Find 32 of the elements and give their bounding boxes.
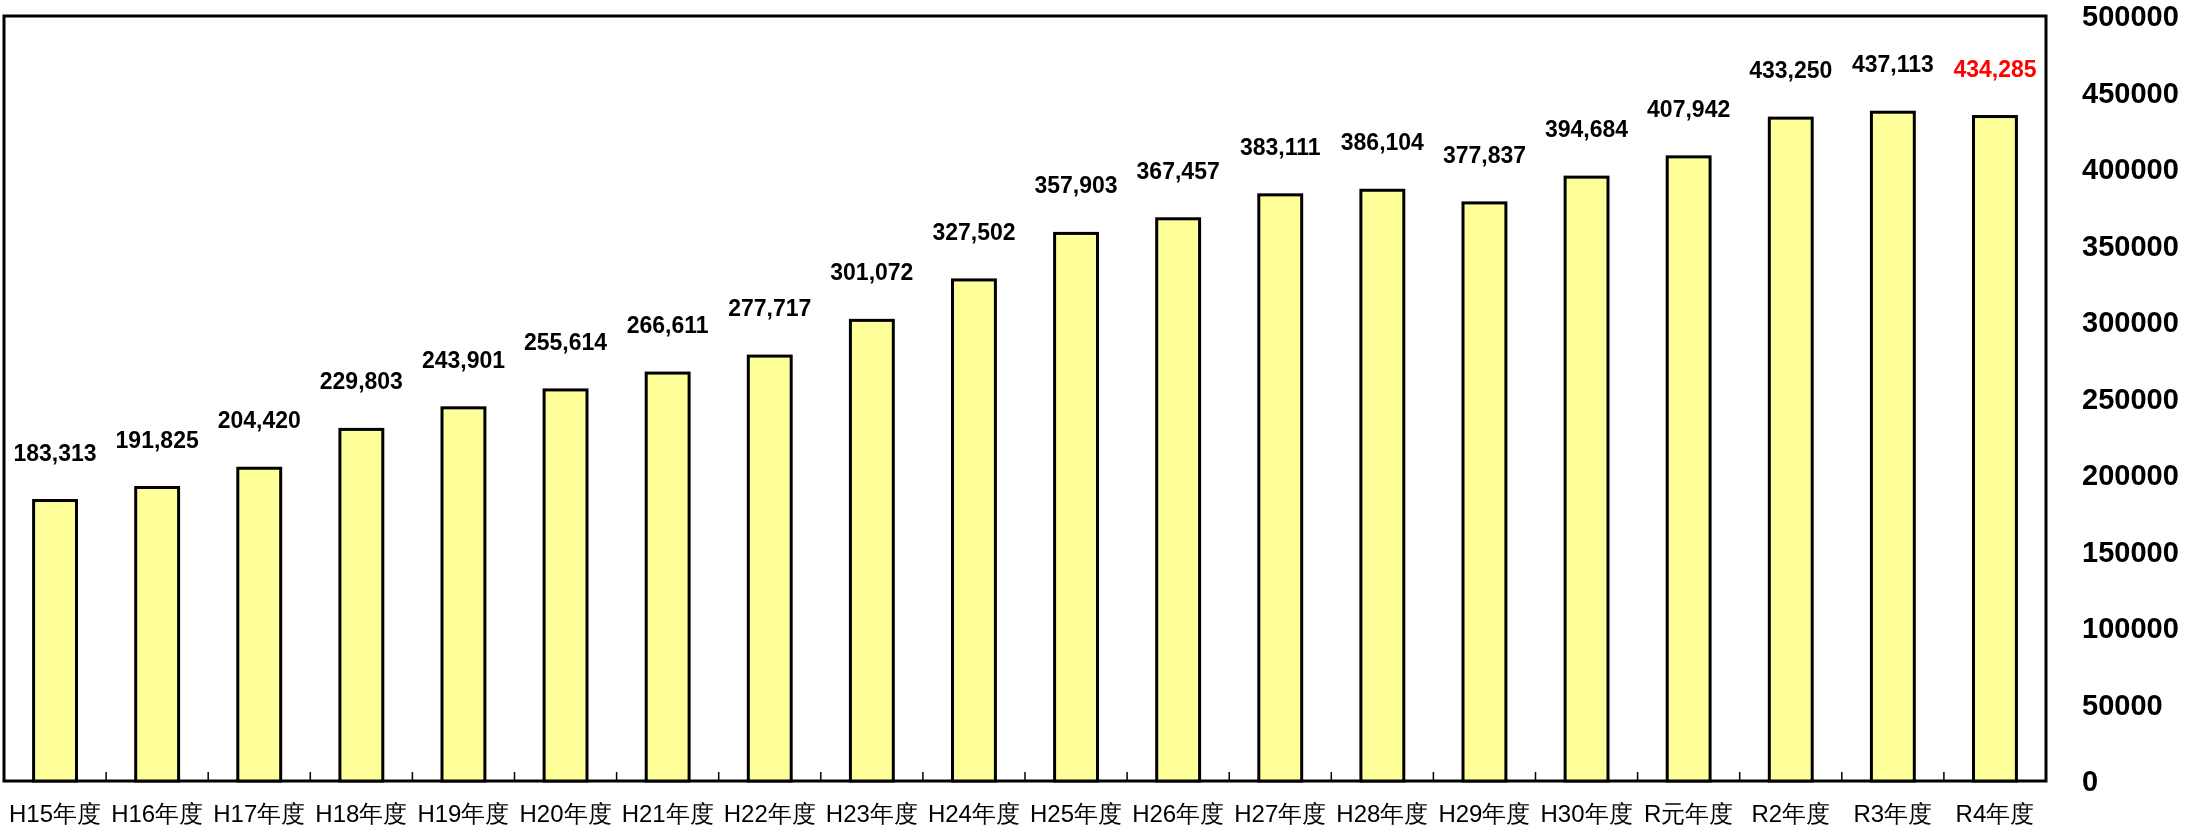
x-tick-label: H22年度 [723, 800, 816, 827]
y-tick-label: 400000 [2082, 153, 2179, 185]
x-tick-label: H27年度 [1234, 800, 1327, 827]
x-tick-label: R3年度 [1853, 800, 1933, 827]
x-tick-label: H28年度 [1336, 800, 1429, 827]
x-tick-label: H30年度 [1540, 800, 1633, 827]
x-tick-label: H26年度 [1132, 800, 1225, 827]
y-tick-label: 50000 [2082, 688, 2163, 721]
x-tick-label: H20年度 [519, 800, 612, 827]
x-tick-label: H21年度 [621, 800, 714, 827]
y-tick-label: 0 [2082, 765, 2099, 797]
y-tick-label: 300000 [2082, 306, 2179, 338]
y-tick-label: 500000 [2082, 0, 2179, 32]
x-tick-label: H23年度 [825, 800, 918, 827]
x-tick-label: H25年度 [1030, 800, 1123, 827]
x-tick-label: H17年度 [213, 800, 306, 827]
x-tick-label: H19年度 [417, 800, 510, 827]
x-tick-label: H24年度 [927, 800, 1020, 827]
x-tick-label: R4年度 [1955, 800, 2035, 827]
y-tick-label: 250000 [2082, 382, 2179, 415]
x-tick-label: R元年度 [1644, 800, 1734, 827]
y-tick-label: 200000 [2082, 459, 2179, 491]
y-tick-label: 150000 [2082, 535, 2179, 568]
x-tick-label: H29年度 [1438, 800, 1531, 827]
x-tick-label: H15年度 [9, 800, 102, 827]
annotation: 434,285 [1953, 55, 2037, 82]
y-tick-label: 450000 [2082, 76, 2179, 109]
x-tick-label: H16年度 [111, 800, 204, 827]
x-tick-label: R2年度 [1751, 800, 1831, 827]
x-tick-label: H18年度 [315, 800, 408, 827]
y-tick-label: 350000 [2082, 229, 2179, 262]
y-tick-label: 100000 [2082, 612, 2179, 644]
